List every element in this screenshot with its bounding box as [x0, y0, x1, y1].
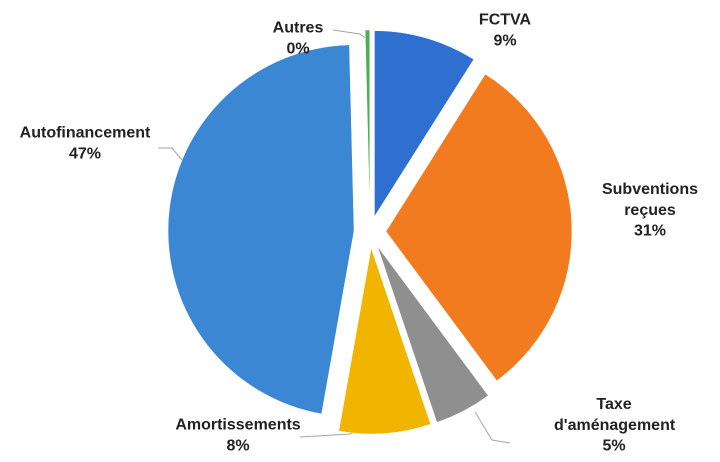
slice-label: Autofinancement — [19, 124, 151, 141]
slice-label: Taxe d'aménagement — [554, 395, 676, 434]
pie-slice — [385, 73, 573, 382]
slice-value: 0% — [286, 40, 310, 57]
leader-line — [332, 29, 369, 41]
slice-value: 5% — [602, 437, 626, 455]
pie-slice — [364, 29, 371, 217]
pie-slice — [377, 246, 489, 423]
slice-label: Subventions reçues — [601, 180, 698, 219]
slice-label: FCTVA — [478, 11, 532, 28]
pie-slice — [338, 247, 431, 435]
slice-value: 9% — [493, 32, 517, 49]
pie-slice — [167, 44, 355, 415]
slice-value: 31% — [633, 222, 667, 240]
slice-value: 8% — [226, 437, 250, 454]
slice-label: Amortissements — [175, 416, 301, 433]
leader-line — [474, 411, 511, 444]
pie-slice — [374, 30, 475, 218]
slice-value: 47% — [68, 145, 102, 162]
slice-label: Autres — [272, 19, 324, 36]
